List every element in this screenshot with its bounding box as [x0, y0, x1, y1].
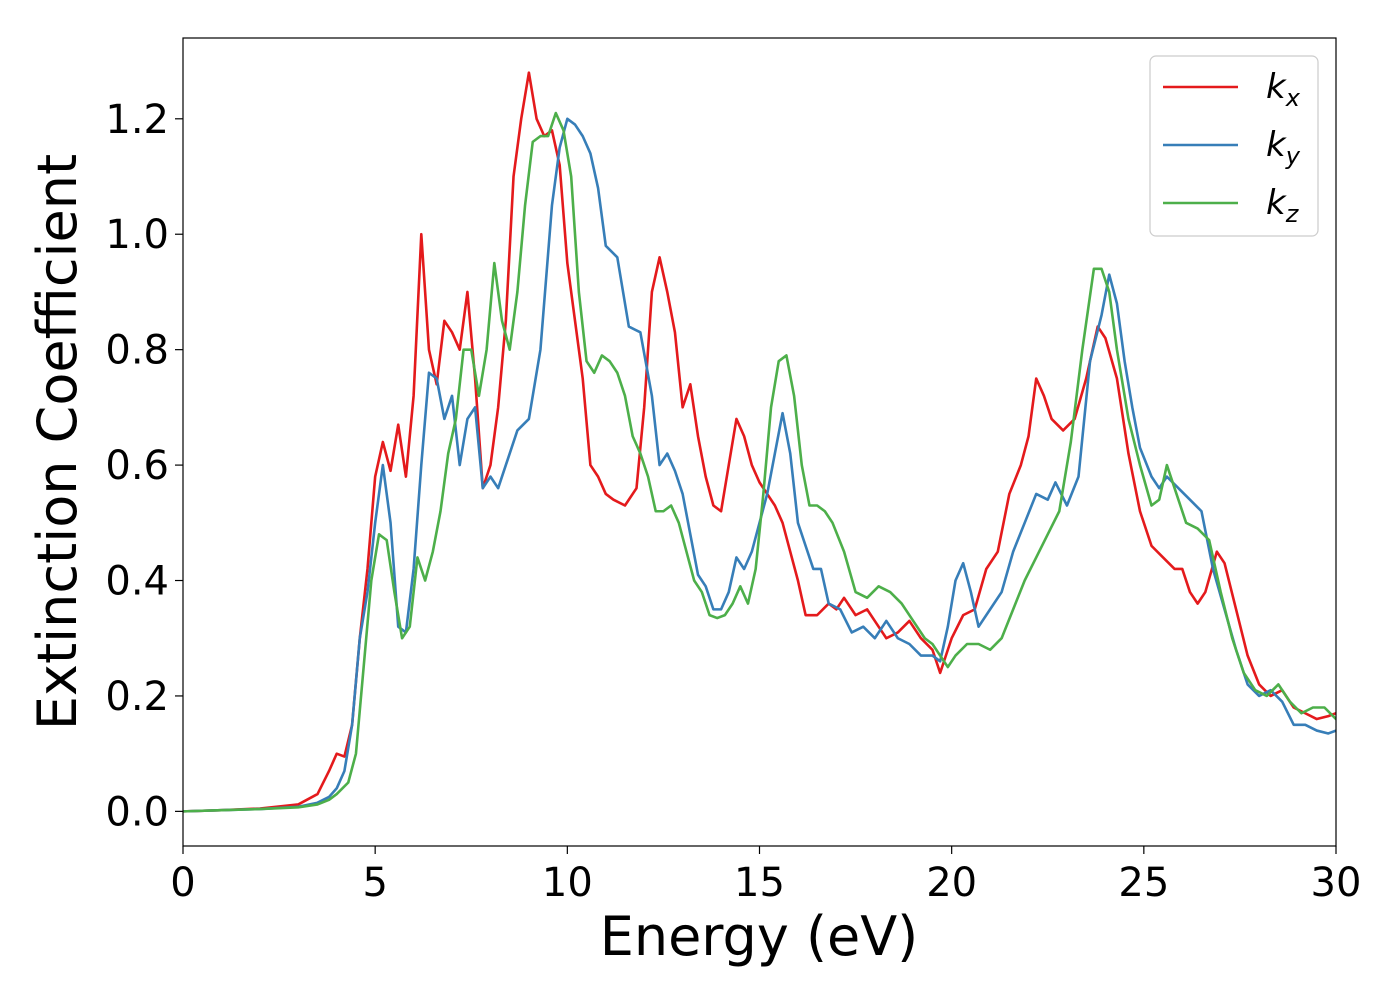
legend-label-subscript: y — [1285, 142, 1301, 170]
x-tick-label: 5 — [362, 860, 387, 906]
y-tick-label: 0.2 — [105, 674, 169, 720]
legend-label-z: kz — [1266, 183, 1300, 228]
series-line-y — [183, 117, 1336, 813]
legend-label-base: k — [1266, 67, 1287, 107]
y-axis-ticks: 0.0 0.2 0.4 0.6 0.8 1.0 1.2 — [105, 97, 183, 835]
legend-label-x: kx — [1266, 67, 1301, 112]
series-line-z — [183, 111, 1336, 813]
x-axis-title: Energy (eV) — [600, 905, 919, 968]
y-tick-label: 1.2 — [105, 97, 169, 143]
x-tick-label: 30 — [1311, 860, 1362, 906]
x-tick-label: 20 — [926, 860, 977, 906]
legend-label-base: k — [1266, 183, 1287, 223]
y-tick-label: 0.4 — [105, 559, 169, 605]
y-tick-label: 1.0 — [105, 212, 169, 258]
x-tick-label: 15 — [734, 860, 785, 906]
legend-label-base: k — [1266, 125, 1287, 165]
series-layer — [183, 71, 1336, 813]
y-axis-title: Extinction Coefficient — [26, 154, 89, 730]
x-tick-label: 10 — [542, 860, 593, 906]
x-tick-label: 25 — [1118, 860, 1169, 906]
legend-label-subscript: x — [1285, 84, 1301, 112]
legend-label-y: ky — [1266, 125, 1301, 170]
x-tick-label: 0 — [170, 860, 195, 906]
legend-label-subscript: z — [1285, 200, 1300, 228]
y-tick-label: 0.6 — [105, 443, 169, 489]
y-tick-label: 0.0 — [105, 789, 169, 835]
x-axis-ticks: 0 5 10 15 20 25 30 — [170, 846, 1361, 906]
series-line-x — [183, 71, 1336, 813]
y-tick-label: 0.8 — [105, 328, 169, 374]
